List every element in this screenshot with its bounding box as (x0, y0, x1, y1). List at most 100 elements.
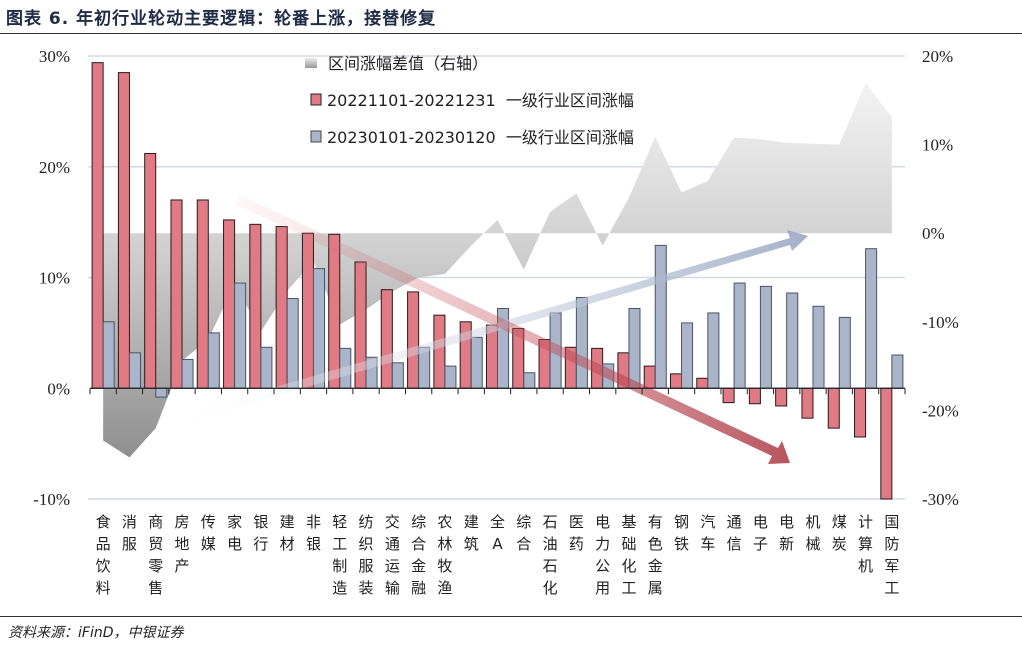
source-divider (0, 616, 1022, 617)
bar-2022 (407, 291, 420, 389)
legend: 区间涨幅差值（右轴） 20221101-20221231 一级行业区间涨幅 20… (305, 54, 634, 147)
category-label: 电新 (779, 513, 794, 553)
category-label: 家电 (227, 513, 242, 553)
bar-2022 (669, 373, 683, 389)
legend-swatch-2023 (310, 130, 322, 143)
category-label: 煤炭 (832, 513, 847, 553)
category-label: 国防军工 (884, 513, 899, 597)
legend-swatch-diff (305, 58, 317, 68)
category-label: 轻工制造 (332, 513, 347, 597)
bar-2023 (444, 365, 457, 389)
bar-2023 (681, 322, 694, 389)
category-label: 纺织服装 (359, 513, 374, 597)
bar-2022 (328, 233, 341, 389)
bar-2022 (196, 199, 209, 389)
category-label: 建材 (280, 513, 295, 553)
category-label: 房地产 (175, 513, 190, 575)
bar-2023 (733, 282, 746, 389)
bar-2023 (260, 346, 273, 389)
bar-2022 (223, 219, 236, 389)
left-axis-tick-label: -10% (33, 490, 70, 509)
bar-2022 (117, 72, 130, 389)
title-divider (0, 33, 1022, 34)
bar-2023 (234, 282, 247, 389)
legend-label-2023: 20230101-20230120 一级行业区间涨幅 (327, 128, 634, 147)
bar-2023 (838, 316, 851, 389)
chart-title: 图表 6. 年初行业轮动主要逻辑：轮番上涨，接替修复 (6, 9, 437, 29)
trend-arrows (182, 195, 808, 464)
bar-2023 (155, 387, 168, 398)
category-label: 交通运输 (385, 513, 400, 597)
category-label: 商贸零售 (148, 513, 163, 597)
bar-2023 (286, 298, 299, 389)
category-label: 机械 (805, 513, 820, 553)
bar-2023 (312, 268, 326, 389)
category-label: 计算机 (858, 513, 873, 575)
bar-2022 (433, 314, 446, 389)
right-axis-tick-label: -10% (922, 313, 959, 332)
bar-2022 (249, 223, 262, 389)
bar-2022 (722, 387, 735, 404)
legend-label-2022: 20221101-20221231 一级行业区间涨幅 (327, 91, 634, 110)
bar-2023 (707, 312, 720, 389)
bar-2022 (380, 289, 393, 389)
right-axis-tick-label: 0% (922, 224, 945, 243)
bar-2023 (759, 285, 772, 389)
right-axis-tick-label: 10% (922, 136, 953, 155)
bar-2022 (275, 226, 288, 389)
bar-2023 (786, 292, 799, 389)
bar-2023 (207, 332, 220, 389)
bar-2022 (144, 152, 157, 389)
bar-2022 (775, 387, 788, 407)
bar-2023 (654, 244, 667, 389)
bar-2022 (880, 387, 893, 500)
bar-2023 (628, 308, 641, 389)
falling-trend-arrow (235, 195, 790, 464)
legend-swatch-2022 (310, 93, 322, 106)
category-label: 通信 (727, 513, 742, 553)
bar-2022 (643, 365, 656, 389)
bar-2023 (181, 358, 194, 389)
category-label: 传媒 (201, 513, 216, 553)
bar-2022 (827, 387, 840, 429)
bar-2022 (748, 387, 761, 405)
category-label: 基础化工 (621, 513, 636, 597)
bar-2022 (696, 377, 709, 389)
bar-2023 (575, 296, 588, 389)
left-axis-tick-label: 10% (39, 269, 70, 288)
category-label: 电力公用 (595, 513, 610, 597)
bar-2023 (523, 372, 536, 389)
right-axis-tick-label: 20% (922, 47, 953, 66)
category-label: 食品饮料 (96, 513, 111, 597)
category-label: 农林牧渔 (437, 513, 452, 597)
category-label: 石油石化 (543, 513, 558, 597)
category-label: 银行 (253, 513, 268, 553)
bar-2023 (891, 354, 904, 389)
left-axis-tick-label: 20% (39, 158, 70, 177)
bar-2022 (801, 387, 814, 419)
category-label: 非银 (306, 513, 321, 553)
category-label: 建筑 (464, 513, 479, 553)
bar-2022 (170, 199, 183, 389)
bar-2022 (485, 324, 499, 389)
bar-2023 (391, 362, 404, 389)
bar-2022 (301, 232, 314, 389)
right-axis-tick-label: -30% (922, 490, 959, 509)
legend-label-diff: 区间涨幅差值（右轴） (328, 54, 488, 73)
rising-trend-arrow (182, 230, 808, 423)
category-label: 综合金融 (411, 513, 426, 597)
source-note: 资料来源：iFinD，中银证券 (8, 625, 184, 641)
left-axis-tick-label: 0% (47, 379, 70, 398)
bar-2022 (854, 387, 867, 438)
category-label: 医药 (569, 513, 584, 553)
bar-2023 (128, 352, 141, 389)
category-label: 钢铁 (674, 513, 689, 553)
bar-2023 (812, 305, 825, 389)
bar-2023 (865, 248, 878, 389)
right-axis-tick-label: -20% (922, 401, 959, 420)
bar-2022 (91, 62, 104, 389)
left-axis-tick-label: 30% (39, 47, 70, 66)
bar-2023 (470, 336, 483, 389)
